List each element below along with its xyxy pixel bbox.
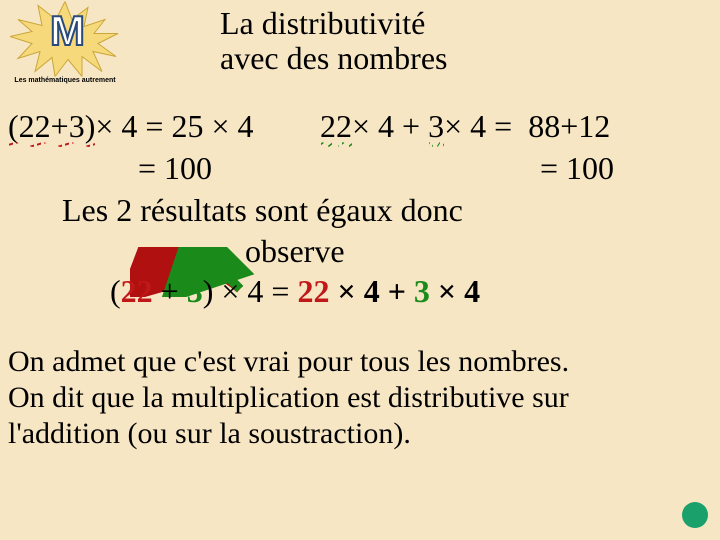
eq-eq: = <box>271 273 297 309</box>
obs-line1: Les 2 résultats sont égaux donc <box>62 192 463 229</box>
eq-22: 22 <box>121 273 161 309</box>
obs-equation: (22 + 3) × 4 = 22 × 4 + 3 × 4 <box>110 273 480 310</box>
calc-right-3: 3 <box>428 108 444 145</box>
calc-left-result: = 100 <box>138 150 212 187</box>
eq-plus: + <box>161 273 187 309</box>
eq-close: ) <box>203 273 222 309</box>
calc-left-25x4: 25 × 4 <box>171 108 253 144</box>
calc-right-result: = 100 <box>540 150 614 187</box>
eq-times4: × 4 <box>221 273 271 309</box>
eq-r22: 22 <box>297 273 337 309</box>
page-title: La distributivité avec des nombres <box>220 6 447 76</box>
logo-letter: M <box>50 7 80 55</box>
conclusion-paragraph: On admet que c'est vrai pour tous les no… <box>8 344 720 452</box>
calc-right-x4plus: × 4 + <box>352 108 428 144</box>
eq-r3: 3 <box>414 273 438 309</box>
eq-rx4b: × 4 <box>438 273 480 309</box>
para-l2: On dit que la multiplication est distrib… <box>8 381 569 414</box>
eq-rx4a: × 4 <box>337 273 387 309</box>
calc-left-paren: (22+3) <box>8 108 95 145</box>
calc-right-x4eq: × 4 = <box>444 108 512 144</box>
eq-rplus: + <box>388 273 414 309</box>
eq-3: 3 <box>187 273 203 309</box>
calc-right-line1: 22× 4 + 3× 4 = 88+12 <box>320 108 610 145</box>
title-line2: avec des nombres <box>220 40 447 76</box>
calc-left-line1: (22+3)× 4 = 25 × 4 <box>8 108 254 145</box>
logo-caption: Les mathématiques autrement <box>14 77 115 84</box>
para-l3: l'addition (ou sur la soustraction). <box>8 417 411 450</box>
calc-right-sum: 88+12 <box>528 108 610 144</box>
next-button[interactable] <box>682 502 708 528</box>
calc-right-22: 22 <box>320 108 352 145</box>
title-line1: La distributivité <box>220 5 425 41</box>
eq-open: ( <box>110 273 121 309</box>
calc-left-times: × 4 = <box>95 108 163 144</box>
para-l1: On admet que c'est vrai pour tous les no… <box>8 345 569 378</box>
logo: M Les mathématiques autrement <box>10 5 120 85</box>
